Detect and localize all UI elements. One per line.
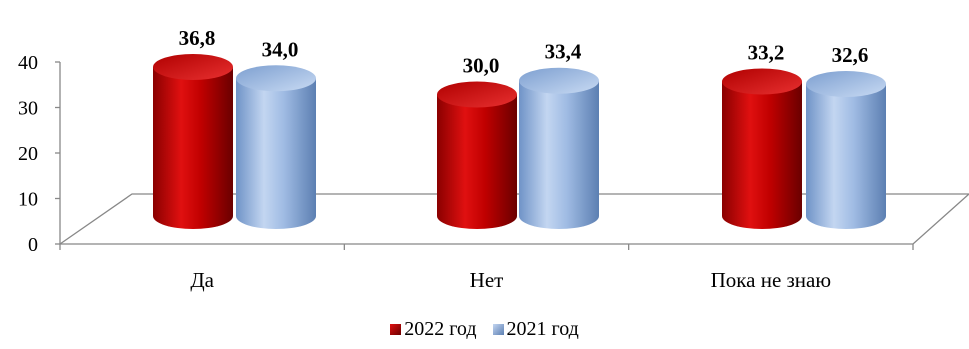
bar-2022-0	[153, 53, 233, 230]
data-labels: 36,8 34,0 30,0 33,4 33,2 32,6	[179, 26, 869, 78]
legend-item-2021: 2021 год	[492, 318, 579, 341]
y-tick-label: 30	[18, 98, 38, 120]
cylinder-top	[722, 68, 802, 95]
legend-label-2021: 2021 год	[506, 318, 579, 340]
data-label: 33,2	[748, 41, 785, 65]
cylinder-body	[722, 81, 802, 229]
legend-swatch-2021	[492, 324, 504, 335]
bar-2021-1	[519, 67, 599, 229]
bar-2022-2	[722, 68, 802, 229]
legend-item-2022: 2022 год	[390, 318, 477, 341]
cylinder-body	[153, 66, 233, 230]
cylinder-body	[806, 83, 886, 229]
legend: 2022 год 2021 год	[0, 318, 969, 341]
bar-2021-2	[806, 70, 886, 229]
cylinder-body	[519, 80, 599, 229]
x-axis-labels: Да Нет Пока не знаю	[190, 268, 831, 292]
cylinder-top	[806, 70, 886, 97]
cylinder-top	[519, 67, 599, 94]
y-tick-label: 20	[18, 143, 38, 165]
cylinder-top	[236, 65, 316, 92]
cylinder-top	[153, 53, 233, 80]
data-label: 34,0	[262, 37, 299, 61]
legend-label-2022: 2022 год	[404, 318, 477, 340]
bar-2021-0	[236, 65, 316, 229]
cylinder-top	[437, 81, 517, 108]
y-tick-label: 10	[18, 189, 38, 211]
y-tick-label: 0	[28, 234, 38, 256]
cylinder-body	[236, 78, 316, 229]
x-category-label: Пока не знаю	[711, 268, 831, 292]
data-label: 33,4	[545, 40, 582, 64]
data-label: 36,8	[179, 26, 216, 50]
bar-series-group	[153, 53, 886, 230]
x-category-label: Да	[190, 268, 214, 292]
y-axis: 0 10 20 30 40	[18, 52, 914, 256]
legend-swatch-2022	[390, 324, 402, 335]
cylinder-body	[437, 94, 517, 229]
data-label: 30,0	[463, 54, 500, 78]
x-category-label: Нет	[470, 268, 504, 292]
y-tick-label: 40	[18, 52, 38, 74]
data-label: 32,6	[832, 43, 869, 67]
bar-2022-1	[437, 81, 517, 229]
